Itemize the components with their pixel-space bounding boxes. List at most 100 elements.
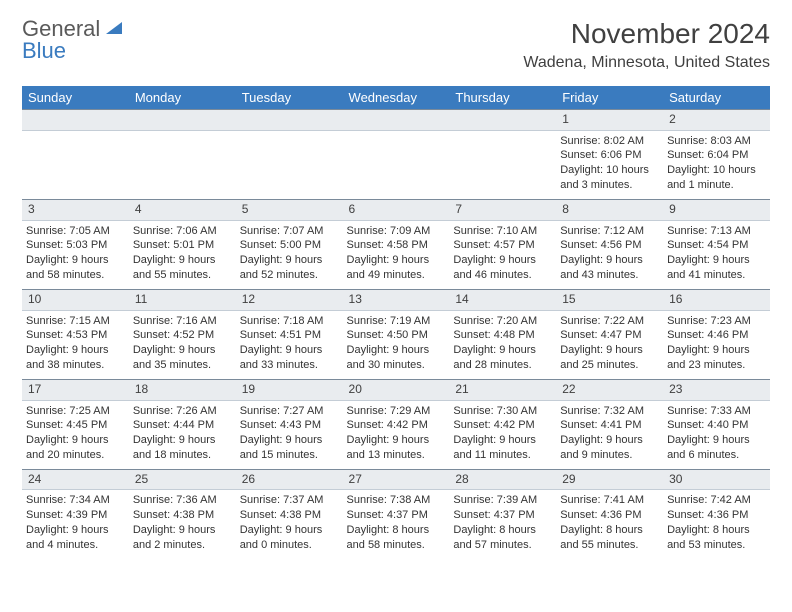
weekday-header: Thursday — [449, 86, 556, 110]
day-number-cell — [236, 110, 343, 131]
daylight-text-2: and 23 minutes. — [667, 358, 766, 373]
sunset-text: Sunset: 4:37 PM — [453, 508, 552, 523]
sunset-text: Sunset: 4:39 PM — [26, 508, 125, 523]
sunrise-text: Sunrise: 8:03 AM — [667, 134, 766, 149]
daylight-text-2: and 49 minutes. — [347, 268, 446, 283]
daylight-text-2: and 15 minutes. — [240, 448, 339, 463]
sunrise-text: Sunrise: 7:25 AM — [26, 404, 125, 419]
daylight-text-2: and 33 minutes. — [240, 358, 339, 373]
daylight-text: Daylight: 9 hours — [560, 343, 659, 358]
day-number-cell: 28 — [449, 469, 556, 490]
daylight-text: Daylight: 9 hours — [133, 253, 232, 268]
sunrise-text: Sunrise: 7:09 AM — [347, 224, 446, 239]
daylight-text-2: and 3 minutes. — [560, 178, 659, 193]
day-detail-cell: Sunrise: 7:19 AMSunset: 4:50 PMDaylight:… — [343, 310, 450, 379]
daylight-text-2: and 30 minutes. — [347, 358, 446, 373]
day-number-cell: 18 — [129, 379, 236, 400]
day-detail-cell: Sunrise: 8:03 AMSunset: 6:04 PMDaylight:… — [663, 130, 770, 199]
daylight-text-2: and 57 minutes. — [453, 538, 552, 553]
location-text: Wadena, Minnesota, United States — [523, 54, 770, 72]
daylight-text: Daylight: 9 hours — [347, 433, 446, 448]
sunset-text: Sunset: 4:45 PM — [26, 418, 125, 433]
day-detail-row: Sunrise: 7:05 AMSunset: 5:03 PMDaylight:… — [22, 220, 770, 289]
sunset-text: Sunset: 5:01 PM — [133, 238, 232, 253]
daylight-text: Daylight: 9 hours — [240, 343, 339, 358]
sunrise-text: Sunrise: 7:34 AM — [26, 493, 125, 508]
sunrise-text: Sunrise: 7:15 AM — [26, 314, 125, 329]
daylight-text-2: and 58 minutes. — [26, 268, 125, 283]
sunrise-text: Sunrise: 7:41 AM — [560, 493, 659, 508]
sunset-text: Sunset: 4:43 PM — [240, 418, 339, 433]
day-number-cell: 12 — [236, 289, 343, 310]
day-number-cell: 16 — [663, 289, 770, 310]
day-number-cell: 15 — [556, 289, 663, 310]
daylight-text: Daylight: 9 hours — [667, 433, 766, 448]
sunrise-text: Sunrise: 7:36 AM — [133, 493, 232, 508]
day-detail-cell — [22, 130, 129, 199]
daylight-text: Daylight: 8 hours — [560, 523, 659, 538]
day-detail-cell: Sunrise: 7:09 AMSunset: 4:58 PMDaylight:… — [343, 220, 450, 289]
sunrise-text: Sunrise: 7:29 AM — [347, 404, 446, 419]
sunrise-text: Sunrise: 7:33 AM — [667, 404, 766, 419]
daylight-text-2: and 43 minutes. — [560, 268, 659, 283]
title-block: November 2024 Wadena, Minnesota, United … — [523, 18, 770, 72]
day-detail-cell: Sunrise: 7:12 AMSunset: 4:56 PMDaylight:… — [556, 220, 663, 289]
sunset-text: Sunset: 4:38 PM — [240, 508, 339, 523]
day-detail-cell: Sunrise: 7:41 AMSunset: 4:36 PMDaylight:… — [556, 490, 663, 559]
daylight-text-2: and 0 minutes. — [240, 538, 339, 553]
daylight-text-2: and 11 minutes. — [453, 448, 552, 463]
daylight-text: Daylight: 10 hours — [667, 163, 766, 178]
day-detail-cell: Sunrise: 7:39 AMSunset: 4:37 PMDaylight:… — [449, 490, 556, 559]
weekday-header: Sunday — [22, 86, 129, 110]
sunset-text: Sunset: 4:58 PM — [347, 238, 446, 253]
day-detail-cell: Sunrise: 7:18 AMSunset: 4:51 PMDaylight:… — [236, 310, 343, 379]
day-detail-row: Sunrise: 7:15 AMSunset: 4:53 PMDaylight:… — [22, 310, 770, 379]
daylight-text: Daylight: 10 hours — [560, 163, 659, 178]
sunrise-text: Sunrise: 7:05 AM — [26, 224, 125, 239]
day-number-row: 10111213141516 — [22, 289, 770, 310]
day-number-row: 24252627282930 — [22, 469, 770, 490]
day-number-cell: 17 — [22, 379, 129, 400]
sunrise-text: Sunrise: 7:07 AM — [240, 224, 339, 239]
calendar-table: Sunday Monday Tuesday Wednesday Thursday… — [22, 86, 770, 559]
sunset-text: Sunset: 4:56 PM — [560, 238, 659, 253]
day-detail-cell: Sunrise: 7:42 AMSunset: 4:36 PMDaylight:… — [663, 490, 770, 559]
daylight-text: Daylight: 9 hours — [560, 433, 659, 448]
brand-logo: General Blue — [22, 18, 124, 62]
daylight-text-2: and 55 minutes. — [133, 268, 232, 283]
daylight-text-2: and 35 minutes. — [133, 358, 232, 373]
day-number-cell — [343, 110, 450, 131]
day-detail-cell: Sunrise: 7:15 AMSunset: 4:53 PMDaylight:… — [22, 310, 129, 379]
day-detail-cell: Sunrise: 7:37 AMSunset: 4:38 PMDaylight:… — [236, 490, 343, 559]
day-detail-cell: Sunrise: 7:29 AMSunset: 4:42 PMDaylight:… — [343, 400, 450, 469]
sunrise-text: Sunrise: 7:20 AM — [453, 314, 552, 329]
day-number-cell: 30 — [663, 469, 770, 490]
daylight-text-2: and 53 minutes. — [667, 538, 766, 553]
daylight-text-2: and 4 minutes. — [26, 538, 125, 553]
weekday-header: Saturday — [663, 86, 770, 110]
day-number-cell: 11 — [129, 289, 236, 310]
day-detail-cell: Sunrise: 7:32 AMSunset: 4:41 PMDaylight:… — [556, 400, 663, 469]
daylight-text-2: and 46 minutes. — [453, 268, 552, 283]
daylight-text: Daylight: 9 hours — [26, 253, 125, 268]
daylight-text-2: and 52 minutes. — [240, 268, 339, 283]
day-detail-cell — [129, 130, 236, 199]
day-number-cell: 4 — [129, 199, 236, 220]
sunset-text: Sunset: 4:44 PM — [133, 418, 232, 433]
daylight-text: Daylight: 9 hours — [240, 523, 339, 538]
day-number-row: 3456789 — [22, 199, 770, 220]
day-detail-cell: Sunrise: 8:02 AMSunset: 6:06 PMDaylight:… — [556, 130, 663, 199]
day-detail-cell: Sunrise: 7:05 AMSunset: 5:03 PMDaylight:… — [22, 220, 129, 289]
daylight-text: Daylight: 9 hours — [240, 253, 339, 268]
sunset-text: Sunset: 4:41 PM — [560, 418, 659, 433]
sunrise-text: Sunrise: 7:37 AM — [240, 493, 339, 508]
day-number-cell: 1 — [556, 110, 663, 131]
sunset-text: Sunset: 5:03 PM — [26, 238, 125, 253]
day-number-cell: 19 — [236, 379, 343, 400]
daylight-text: Daylight: 9 hours — [240, 433, 339, 448]
day-number-cell: 3 — [22, 199, 129, 220]
daylight-text: Daylight: 8 hours — [667, 523, 766, 538]
sunset-text: Sunset: 4:57 PM — [453, 238, 552, 253]
day-number-cell: 29 — [556, 469, 663, 490]
sunrise-text: Sunrise: 7:23 AM — [667, 314, 766, 329]
